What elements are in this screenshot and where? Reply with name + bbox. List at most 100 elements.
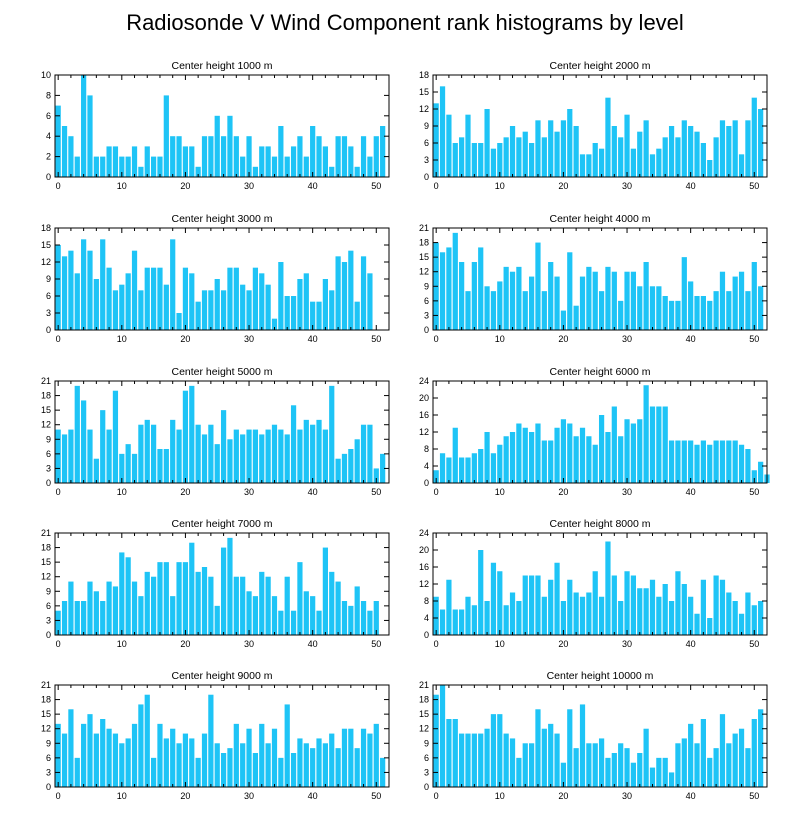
histogram-bar (265, 284, 271, 330)
histogram-bar (516, 757, 522, 787)
panel-title: Center height 2000 m (550, 60, 651, 72)
histogram-bar (439, 685, 446, 787)
histogram-bar (55, 105, 61, 177)
panel-frame (54, 684, 390, 788)
histogram-bar (189, 273, 195, 330)
histogram-bar (61, 256, 68, 330)
histogram-bar (106, 429, 112, 483)
x-tick-label: 40 (308, 487, 318, 497)
histogram-bar (459, 137, 465, 177)
histogram-bar (637, 419, 643, 483)
y-tick-label: 3 (46, 463, 51, 473)
histogram-bar (227, 537, 233, 635)
histogram-bar (138, 424, 144, 483)
histogram-bar (484, 728, 490, 787)
histogram-bar (360, 728, 367, 787)
y-tick-label: 3 (46, 308, 51, 318)
x-tick-label: 50 (371, 487, 381, 497)
y-tick-label: 18 (419, 70, 429, 80)
y-tick-label: 0 (424, 782, 429, 792)
x-tick-label: 10 (117, 487, 127, 497)
histogram-bar (373, 723, 379, 787)
histogram-bar (157, 723, 163, 787)
histogram-bar (214, 279, 220, 330)
x-tick-label: 20 (180, 791, 190, 801)
histogram-bar (341, 262, 348, 330)
histogram-bar (459, 609, 465, 635)
histogram-bar (227, 748, 233, 787)
panel-frame (432, 684, 768, 788)
histogram-bar (322, 743, 328, 787)
histogram-bar (535, 423, 541, 483)
histogram-bar (471, 605, 477, 635)
histogram-bar (554, 131, 560, 177)
panel-title: Center height 4000 m (550, 213, 651, 225)
histogram-bar (732, 440, 738, 483)
histogram-bar (751, 605, 757, 635)
histogram-bar (119, 743, 125, 787)
histogram-bar (516, 137, 522, 177)
histogram-bar (471, 143, 477, 177)
histogram-bar (694, 296, 700, 330)
x-tick-label: 20 (558, 791, 568, 801)
histogram-bar (348, 449, 354, 483)
histogram-bar (738, 728, 745, 787)
histogram-bar (341, 728, 348, 787)
figure-title: Radiosonde V Wind Component rank histogr… (126, 10, 684, 35)
x-tick-label: 20 (180, 334, 190, 344)
histogram-bar (182, 390, 189, 483)
histogram-bar (643, 588, 649, 635)
y-tick-label: 16 (419, 562, 429, 572)
histogram-bar (87, 429, 93, 483)
histogram-bar (341, 136, 348, 177)
x-tick-label: 10 (495, 639, 505, 649)
histogram-bar (688, 440, 694, 483)
histogram-bar (195, 757, 201, 787)
histogram-bar (138, 596, 144, 635)
histogram-bar (618, 743, 624, 787)
y-tick-label: 18 (41, 695, 51, 705)
x-tick-label: 10 (495, 334, 505, 344)
histogram-bar (151, 156, 157, 177)
histogram-bar (81, 239, 87, 330)
histogram-bar (233, 576, 239, 635)
histogram-bar (516, 266, 522, 330)
histogram-bar (751, 97, 757, 177)
histogram-bar (278, 610, 284, 635)
histogram-bar (643, 385, 649, 483)
x-tick-label: 40 (686, 181, 696, 191)
histogram-bar (497, 143, 503, 177)
y-tick-label: 20 (419, 393, 429, 403)
histogram-bar (567, 252, 573, 330)
y-tick-label: 9 (46, 434, 51, 444)
histogram-bar (624, 114, 630, 177)
histogram-bar (112, 146, 119, 177)
histogram-bar (68, 709, 74, 787)
histogram-bar (433, 694, 439, 787)
histogram-bar (74, 156, 80, 177)
histogram-bar (81, 723, 87, 787)
histogram-bar (125, 156, 131, 177)
histogram-bar (246, 136, 252, 177)
histogram-bar (93, 591, 99, 635)
histogram-bar (624, 748, 630, 787)
histogram-bar (316, 738, 322, 787)
x-tick-label: 20 (558, 181, 568, 191)
histogram-bar (656, 286, 662, 330)
histogram-bar (516, 423, 522, 483)
histogram-bar (713, 440, 719, 483)
histogram-bar (310, 748, 316, 787)
histogram-bar (726, 126, 732, 177)
histogram-bar (579, 596, 586, 635)
histogram-bar (573, 305, 579, 330)
histogram-bar (497, 714, 503, 787)
histogram-bar (459, 733, 465, 787)
y-tick-label: 8 (424, 596, 429, 606)
histogram-bar (592, 743, 598, 787)
histogram-bar (246, 429, 252, 483)
histogram-bar (335, 458, 341, 483)
y-tick-label: 9 (424, 738, 429, 748)
histogram-bar (719, 120, 726, 177)
histogram-bar (297, 136, 303, 177)
x-tick-label: 50 (749, 334, 759, 344)
